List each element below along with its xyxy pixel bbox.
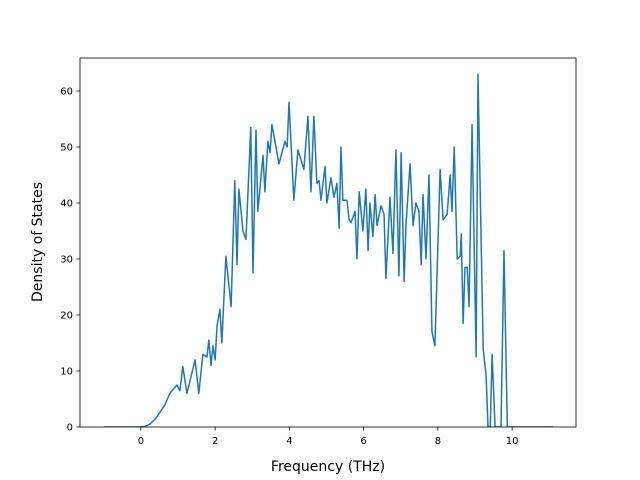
y-axis-label: Density of States bbox=[30, 182, 46, 302]
x-tick-label: 8 bbox=[435, 436, 441, 447]
plot-frame bbox=[79, 57, 577, 428]
y-tick-label: 10 bbox=[60, 367, 73, 378]
y-tick-label: 50 bbox=[60, 143, 73, 154]
y-tick-label: 20 bbox=[60, 311, 73, 322]
y-tick-label: 60 bbox=[60, 87, 73, 98]
y-tick-label: 0 bbox=[67, 423, 73, 434]
x-tick-label: 10 bbox=[506, 436, 519, 447]
x-tick-label: 0 bbox=[138, 436, 144, 447]
x-tick-label: 2 bbox=[212, 436, 218, 447]
x-axis-label: Frequency (THz) bbox=[271, 459, 385, 475]
y-tick-label: 40 bbox=[60, 199, 73, 210]
x-tick-label: 4 bbox=[286, 436, 292, 447]
x-tick-label: 6 bbox=[360, 436, 366, 447]
series-line bbox=[103, 73, 553, 427]
y-tick-label: 30 bbox=[60, 255, 73, 266]
